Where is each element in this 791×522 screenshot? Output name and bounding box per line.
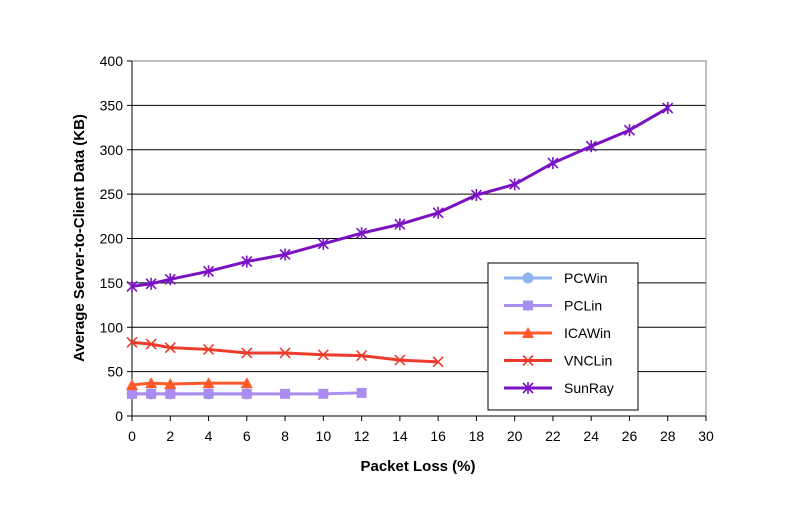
legend-item-icawin: ICAWin	[504, 325, 611, 341]
x-axis-title: Packet Loss (%)	[360, 458, 475, 475]
data-point-icawin-4	[240, 377, 253, 389]
data-point-pclin-4	[241, 388, 252, 399]
y-tick-label-7: 350	[100, 97, 124, 113]
data-point-pclin-1	[146, 388, 157, 399]
legend-marker-pclin	[523, 300, 533, 311]
data-point-sunray-3	[202, 265, 215, 278]
data-point-pclin-3	[203, 388, 214, 399]
legend-marker-pcwin	[522, 272, 534, 284]
legend-marker-icawin	[522, 327, 534, 338]
data-point-sunray-14	[623, 124, 636, 137]
legend-item-sunray: SunRay	[504, 380, 614, 396]
data-point-vnclin-5	[279, 347, 291, 359]
y-tick-label-0: 0	[115, 408, 123, 424]
legend-label-vnclin: VNCLin	[564, 353, 612, 369]
x-tick-label-11: 22	[545, 428, 561, 444]
data-point-vnclin-3	[202, 343, 215, 356]
y-tick-label-3: 150	[100, 275, 124, 291]
data-point-vnclin-6	[317, 349, 329, 361]
data-point-sunray-6	[317, 237, 329, 250]
series-pclin	[127, 387, 367, 399]
series-vnclin	[126, 336, 444, 368]
data-point-vnclin-1	[145, 338, 157, 350]
y-axis-title: Average Server-to-Client Data (KB)	[71, 114, 88, 362]
legend-item-pcwin: PCWin	[504, 270, 608, 286]
axes	[127, 60, 707, 421]
x-tick-label-5: 10	[316, 428, 332, 444]
data-point-sunray-1	[145, 277, 157, 290]
x-tick-label-12: 24	[583, 428, 599, 444]
data-point-sunray-2	[164, 273, 176, 286]
legend: PCWin PCLin ICAWin VNCLin SunRay	[487, 262, 639, 411]
y-tick-label-8: 400	[100, 53, 124, 69]
x-tick-label-13: 26	[622, 428, 638, 444]
data-point-sunray-7	[356, 227, 368, 240]
x-tick-label-10: 20	[507, 428, 523, 444]
legend-label-icawin: ICAWin	[564, 325, 611, 341]
data-point-sunray-9	[432, 206, 444, 219]
x-tick-label-7: 14	[392, 428, 408, 444]
data-point-pclin-5	[280, 388, 291, 399]
series-sunray	[126, 102, 674, 293]
data-point-sunray-0	[126, 280, 138, 293]
data-point-vnclin-9	[432, 356, 444, 368]
legend-box	[487, 262, 639, 411]
x-tick-label-6: 12	[354, 428, 370, 444]
data-point-sunray-12	[547, 157, 559, 170]
x-tick-label-3: 6	[243, 428, 251, 444]
data-point-vnclin-4	[241, 347, 253, 359]
legend-marker-sunray	[522, 382, 534, 394]
x-tick-label-14: 28	[660, 428, 676, 444]
data-point-sunray-8	[394, 218, 406, 231]
y-tick-label-5: 250	[100, 186, 124, 202]
y-tick-label-2: 100	[100, 319, 124, 335]
data-point-pclin-6	[318, 388, 329, 399]
legend-label-pcwin: PCWin	[564, 270, 608, 286]
data-point-vnclin-8	[394, 354, 406, 366]
data-point-sunray-15	[662, 102, 674, 115]
data-point-vnclin-0	[126, 336, 138, 348]
series-icawin	[126, 377, 253, 390]
legend-label-sunray: SunRay	[564, 380, 614, 396]
x-tick-label-15: 30	[698, 428, 714, 444]
data-point-icawin-1	[145, 377, 158, 389]
data-point-vnclin-7	[356, 350, 368, 362]
series-layer	[126, 102, 674, 400]
data-point-icawin-3	[202, 377, 215, 389]
x-tick-label-0: 0	[128, 428, 136, 444]
data-point-sunray-13	[585, 140, 597, 153]
y-tick-label-6: 300	[100, 142, 124, 158]
x-tick-label-4: 8	[281, 428, 289, 444]
data-point-pclin-2	[165, 388, 176, 399]
data-point-sunray-11	[509, 178, 521, 191]
series-line-sunray	[131, 106, 669, 288]
x-tick-label-8: 16	[430, 428, 446, 444]
series-line-vnclin	[131, 340, 439, 364]
data-point-sunray-10	[470, 189, 482, 202]
x-tick-label-9: 18	[469, 428, 485, 444]
data-point-icawin-2	[164, 378, 177, 390]
x-tick-label-1: 2	[166, 428, 174, 444]
y-tick-label-4: 200	[100, 231, 124, 247]
legend-label-pclin: PCLin	[564, 298, 602, 314]
data-point-pclin-7	[356, 387, 367, 398]
data-point-pclin-0	[127, 388, 137, 399]
x-tick-label-2: 4	[205, 428, 213, 444]
legend-marker-vnclin	[522, 354, 534, 367]
data-point-vnclin-2	[164, 342, 176, 354]
data-point-sunray-4	[241, 255, 253, 268]
legend-item-pclin: PCLin	[504, 298, 602, 314]
grid-layer	[132, 60, 706, 373]
data-point-sunray-5	[279, 248, 291, 261]
data-point-icawin-0	[126, 378, 138, 390]
legend-item-vnclin: VNCLin	[504, 353, 612, 369]
y-tick-label-1: 50	[107, 364, 123, 380]
